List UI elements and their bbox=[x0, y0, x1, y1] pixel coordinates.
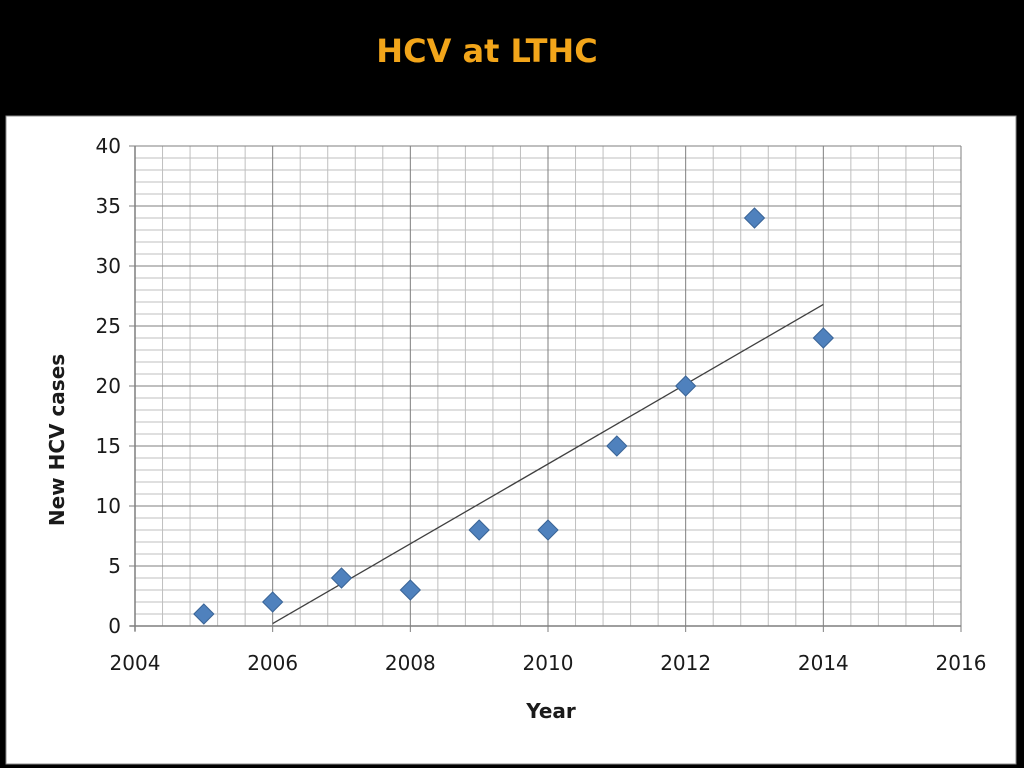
y-tick-label: 20 bbox=[96, 374, 121, 398]
data-point-diamond bbox=[674, 375, 697, 397]
y-tick-label: 5 bbox=[108, 554, 121, 578]
x-tick-label: 2016 bbox=[936, 651, 987, 675]
y-axis-label: New HCV cases bbox=[45, 354, 69, 526]
trendline-layer bbox=[272, 303, 824, 625]
data-point-diamond bbox=[261, 591, 284, 613]
y-tick-label: 0 bbox=[108, 614, 121, 638]
x-tick-label: 2014 bbox=[798, 651, 849, 675]
x-tick-label: 2012 bbox=[660, 651, 711, 675]
data-point-diamond bbox=[399, 579, 422, 601]
data-point-diamond bbox=[812, 327, 835, 349]
y-tick-label: 15 bbox=[96, 434, 121, 458]
data-point-diamond bbox=[606, 435, 628, 457]
data-point-diamond bbox=[537, 519, 559, 541]
data-point-diamond bbox=[468, 519, 490, 541]
y-tick-label: 35 bbox=[96, 194, 121, 218]
data-point-diamond bbox=[193, 603, 215, 625]
x-axis-label: Year bbox=[525, 699, 576, 723]
y-tick-label: 40 bbox=[96, 134, 121, 158]
chart-area bbox=[5, 115, 1017, 765]
tick-labels: 0 5 10 15 20 25 30 35 40 2004 2006 2008 2010 2012 2014… bbox=[96, 134, 987, 675]
x-tick-label: 2004 bbox=[110, 651, 161, 675]
y-tick-label: 10 bbox=[96, 494, 121, 518]
data-point-diamond bbox=[330, 567, 353, 589]
data-point-diamond bbox=[743, 207, 766, 229]
x-tick-label: 2006 bbox=[247, 651, 298, 675]
linear-trendline bbox=[272, 303, 824, 625]
chart-frame: 0 5 10 15 20 25 30 35 40 2004 2006 2008 2010 2012 2014… bbox=[0, 110, 1024, 768]
slide-title: HCV at LTHC bbox=[376, 32, 598, 70]
scatter-chart: 0 5 10 15 20 25 30 35 40 2004 2006 2008 2010 2012 2014… bbox=[5, 115, 1017, 765]
x-tick-label: 2010 bbox=[523, 651, 574, 675]
data-points bbox=[193, 207, 835, 625]
axes bbox=[129, 145, 962, 632]
y-tick-label: 30 bbox=[96, 254, 121, 278]
x-tick-label: 2008 bbox=[385, 651, 436, 675]
y-tick-label: 25 bbox=[96, 314, 121, 338]
